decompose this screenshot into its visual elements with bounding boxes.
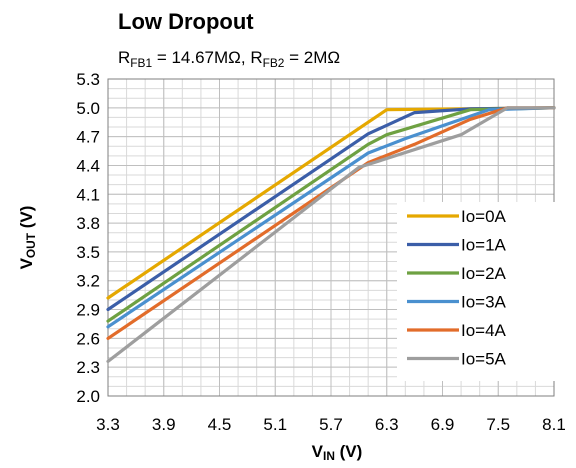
legend-label: Io=5A: [461, 350, 507, 369]
x-axis-tick-labels: 3.3 3.9 4.5 5.1 5.7 6.3 6.9 7.5 8.1: [96, 415, 566, 434]
y-tick-label: 2.6: [76, 329, 100, 348]
legend-background: [397, 202, 555, 381]
label-part: (V): [17, 206, 36, 233]
x-tick-label: 7.5: [486, 415, 510, 434]
x-tick-label: 5.7: [319, 415, 343, 434]
x-tick-label: 8.1: [542, 415, 566, 434]
legend-label: Io=1A: [461, 236, 507, 255]
y-tick-label: 3.5: [76, 243, 100, 262]
label-part: R: [118, 48, 130, 67]
x-axis-title: VIN (V): [312, 442, 363, 463]
label-part: = 2MΩ: [284, 48, 340, 67]
y-axis-tick-labels: 2.0 2.3 2.6 2.9 3.2 3.5 3.8 4.1 4.4 4.7 5.0 5.3: [76, 70, 100, 406]
x-tick-label: 6.3: [375, 415, 399, 434]
y-axis-title: VOUT (V): [17, 206, 38, 270]
legend-label: Io=2A: [461, 264, 507, 283]
y-tick-label: 2.0: [76, 387, 100, 406]
label-part: FB2: [263, 56, 285, 70]
y-tick-label: 3.2: [76, 272, 100, 291]
y-tick-label: 4.1: [76, 185, 100, 204]
label-part: V: [312, 442, 324, 461]
label-part: (V): [335, 442, 362, 461]
data-series: [106, 106, 556, 363]
x-tick-label: 4.5: [208, 415, 232, 434]
label-part: V: [17, 257, 36, 269]
y-tick-label: 5.0: [76, 99, 100, 118]
legend-label: Io=3A: [461, 293, 507, 312]
x-tick-label: 6.9: [431, 415, 455, 434]
x-tick-label: 5.1: [263, 415, 287, 434]
x-tick-label: 3.9: [152, 415, 176, 434]
chart-title: Low Dropout: [118, 9, 254, 34]
label-part: FB1: [130, 56, 152, 70]
chart-subtitle: RFB1 = 14.67MΩ, RFB2 = 2MΩ: [118, 48, 340, 70]
y-tick-label: 2.9: [76, 301, 100, 320]
y-tick-label: 4.4: [76, 156, 100, 175]
label-part: IN: [323, 449, 335, 463]
y-tick-label: 5.3: [76, 70, 100, 89]
y-tick-label: 4.7: [76, 128, 100, 147]
legend-label: Io=4A: [461, 321, 507, 340]
label-part: = 14.67MΩ, R: [152, 48, 263, 67]
y-tick-label: 2.3: [76, 358, 100, 377]
y-tick-label: 3.8: [76, 214, 100, 233]
x-tick-label: 3.3: [96, 415, 120, 434]
legend-label: Io=0A: [461, 207, 507, 226]
legend: Io=0A Io=1A Io=2A Io=3A Io=4A Io=5A: [397, 202, 555, 381]
label-part: OUT: [24, 232, 38, 258]
series-line: [106, 106, 556, 363]
